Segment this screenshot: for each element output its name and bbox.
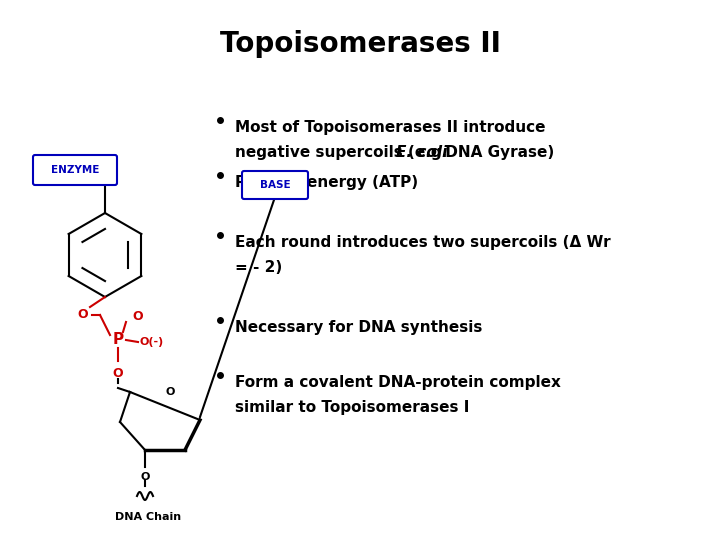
Text: Necessary for DNA synthesis: Necessary for DNA synthesis — [235, 320, 482, 335]
Text: = - 2): = - 2) — [235, 260, 282, 275]
Text: Each round introduces two supercoils (Δ Wr: Each round introduces two supercoils (Δ … — [235, 235, 611, 250]
Text: O: O — [166, 387, 175, 397]
Text: O: O — [77, 308, 88, 321]
Text: E. coli: E. coli — [396, 145, 448, 160]
Text: Require energy (ATP): Require energy (ATP) — [235, 175, 418, 190]
Text: ENZYME: ENZYME — [51, 165, 99, 175]
Text: DNA Gyrase): DNA Gyrase) — [440, 145, 554, 160]
Text: similar to Topoisomerases I: similar to Topoisomerases I — [235, 400, 469, 415]
Text: DNA Chain: DNA Chain — [115, 512, 181, 522]
Text: P: P — [112, 333, 124, 348]
Text: BASE: BASE — [260, 180, 290, 190]
Text: O(-): O(-) — [140, 337, 164, 347]
Text: Most of Topoisomerases II introduce: Most of Topoisomerases II introduce — [235, 120, 546, 135]
Text: O: O — [140, 472, 150, 482]
FancyBboxPatch shape — [33, 155, 117, 185]
FancyBboxPatch shape — [242, 171, 308, 199]
Text: O: O — [113, 367, 123, 380]
Text: Form a covalent DNA-protein complex: Form a covalent DNA-protein complex — [235, 375, 561, 390]
Text: O: O — [132, 309, 143, 322]
Text: Topoisomerases II: Topoisomerases II — [220, 30, 500, 58]
Text: negative supercoils (e.g.: negative supercoils (e.g. — [235, 145, 452, 160]
